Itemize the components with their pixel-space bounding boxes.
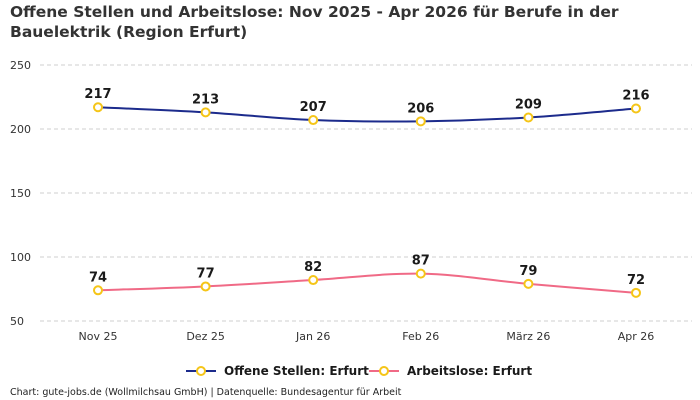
- data-point: [200, 107, 211, 118]
- data-label: 207: [300, 100, 327, 115]
- y-tick-label: 150: [10, 187, 31, 200]
- data-label: 77: [197, 266, 215, 281]
- data-point: [308, 275, 319, 286]
- data-label: 87: [412, 254, 430, 269]
- y-tick-label: 50: [10, 315, 24, 328]
- data-point: [308, 115, 319, 126]
- legend-marker: [196, 366, 206, 376]
- data-point: [93, 102, 103, 113]
- data-label: 206: [407, 101, 434, 116]
- data-label: 79: [519, 264, 537, 279]
- data-point: [415, 268, 426, 279]
- data-label: 213: [192, 92, 219, 107]
- x-tick-label: Nov 25: [79, 330, 118, 343]
- data-point: [415, 116, 426, 127]
- series-line: [97, 272, 637, 294]
- data-label: 209: [515, 97, 542, 112]
- y-tick-label: 100: [10, 251, 31, 264]
- chart-footer: Chart: gute-jobs.de (Wollmilchsau GmbH) …: [10, 387, 402, 398]
- x-tick-label: März 26: [506, 330, 550, 343]
- data-point: [631, 103, 641, 114]
- y-tick-label: 250: [10, 59, 31, 72]
- x-tick-label: Jan 26: [295, 330, 330, 343]
- data-label: 72: [627, 273, 645, 288]
- data-point: [93, 285, 103, 296]
- x-tick-label: Apr 26: [618, 330, 655, 343]
- data-point: [631, 287, 641, 298]
- legend-marker: [379, 366, 389, 376]
- data-label: 82: [304, 260, 322, 275]
- legend-label: Offene Stellen: Erfurt: [224, 364, 369, 378]
- data-point: [200, 281, 211, 292]
- data-label: 216: [622, 89, 649, 104]
- x-tick-label: Dez 25: [186, 330, 225, 343]
- data-label: 217: [84, 87, 111, 102]
- data-point: [523, 278, 534, 289]
- chart-title: Offene Stellen und Arbeitslose: Nov 2025…: [10, 3, 619, 41]
- data-label: 74: [89, 270, 107, 285]
- data-point: [523, 112, 534, 123]
- y-tick-label: 200: [10, 123, 31, 136]
- series-line: [97, 106, 637, 123]
- x-tick-label: Feb 26: [402, 330, 439, 343]
- legend-label: Arbeitslose: Erfurt: [407, 364, 532, 378]
